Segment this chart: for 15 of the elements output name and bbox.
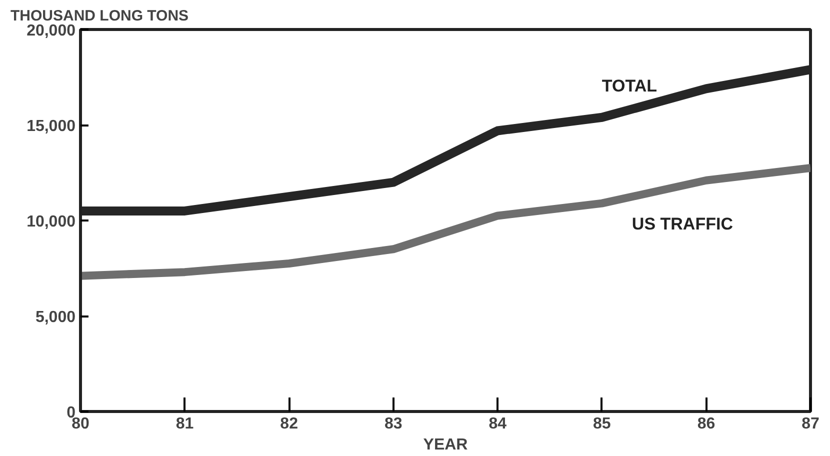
y-tick-label: 20,000 bbox=[26, 22, 76, 40]
x-axis-title: YEAR bbox=[423, 436, 468, 454]
x-tick-label: 82 bbox=[280, 416, 298, 432]
x-tick-label: 81 bbox=[176, 416, 194, 432]
series-label: US TRAFFIC bbox=[632, 214, 733, 234]
y-axis-title: THOUSAND LONG TONS bbox=[10, 8, 189, 24]
series-label: TOTAL bbox=[602, 76, 658, 96]
y-tick-label: 15,000 bbox=[26, 118, 76, 135]
x-tick-label: 84 bbox=[488, 416, 507, 432]
y-tick-label: 5,000 bbox=[35, 309, 76, 326]
x-tick-label: 83 bbox=[384, 416, 402, 432]
x-tick-label: 85 bbox=[593, 416, 611, 432]
y-tick-label: 10,000 bbox=[26, 214, 76, 230]
x-tick-label: 86 bbox=[697, 416, 716, 432]
x-tick-label: 87 bbox=[802, 416, 820, 432]
